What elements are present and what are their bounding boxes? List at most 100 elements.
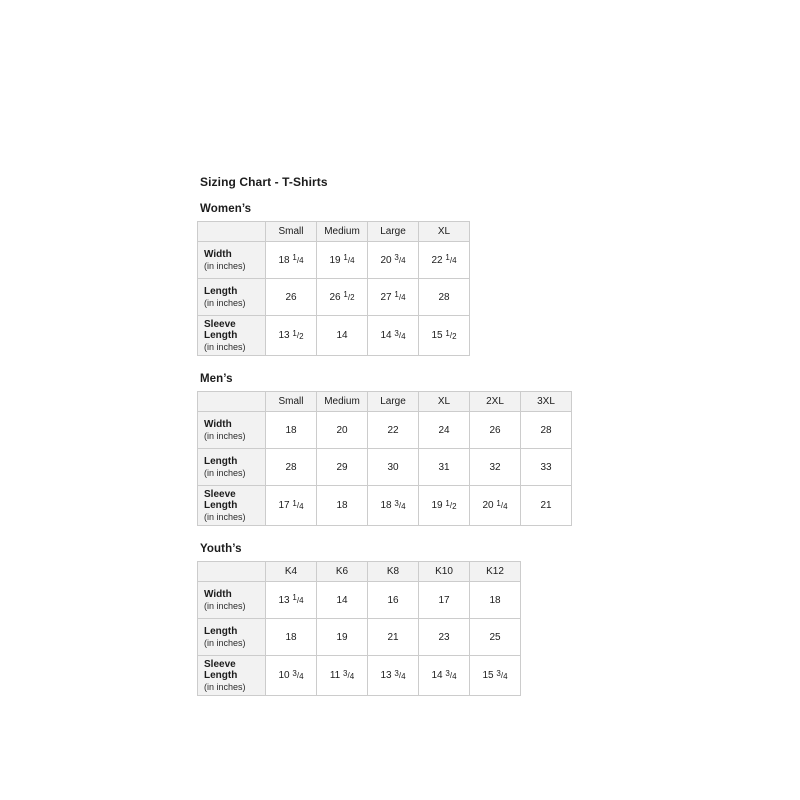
size-cell: 18 1/4 [265,241,317,279]
table-row: Length (in inches) 28 29 30 31 32 33 [197,448,572,486]
value-text: 21 [387,631,399,643]
value-text: 13 [278,594,290,606]
value-text: 15 [482,670,494,681]
size-cell: 13 1/2 [265,315,317,356]
size-cell: 25 [469,618,521,656]
column-header: Medium [316,221,368,242]
table-row: Width (in inches) 13 1/4 14 16 17 18 [197,581,521,619]
column-header: 3XL [520,391,572,412]
row-label: Length [204,626,238,637]
header-row: K4 K6 K8 K10 K12 [197,561,521,582]
value-text: 26 [329,291,341,303]
fraction: 1/2 [292,328,304,341]
fraction: 3/4 [292,668,304,681]
column-header: XL [418,391,470,412]
size-cell: 28 [418,278,470,316]
row-header: Length (in inches) [197,618,266,656]
value-text: 18 [489,594,501,606]
size-table-head: Small Medium Large XL 2XL 3XL [197,391,572,412]
size-cell: 32 [469,448,521,486]
value-text: 20 [336,424,348,436]
table-row: Sleeve Length (in inches) 17 1/4 18 18 3/4 19… [197,485,572,526]
value-text: 16 [387,594,399,606]
column-header: XL [418,221,470,242]
value-text: 13 [380,670,392,681]
fraction: 1/2 [445,498,457,511]
value-text: 21 [540,500,552,511]
size-cell: 18 [469,581,521,619]
page-title: Sizing Chart - T-Shirts [200,175,328,189]
size-cell: 18 [316,485,368,526]
size-cell: 13 1/4 [265,581,317,619]
section-heading: Men’s [200,373,233,385]
table-corner-cell [197,561,266,582]
table-row: Width (in inches) 18 1/4 19 1/4 20 3/4 22 1/4 [197,241,470,279]
value-text: 15 [431,330,443,341]
fraction: 1/4 [394,290,406,302]
header-row: Small Medium Large XL 2XL 3XL [197,391,572,412]
column-header: K12 [469,561,521,582]
value-text: 19 [336,631,348,643]
row-header: Width (in inches) [197,581,266,619]
fraction: 1/4 [343,253,355,265]
size-cell: 20 [316,411,368,449]
fraction: 3/4 [343,668,355,681]
size-cell: 21 [520,485,572,526]
value-text: 23 [438,631,450,643]
value-text: 22 [387,424,399,436]
row-label: Width [204,249,232,260]
size-cell: 26 1/2 [316,278,368,316]
size-cell: 14 [316,315,368,356]
size-cell: 20 3/4 [367,241,419,279]
size-cell: 14 [316,581,368,619]
value-text: 22 [431,254,443,266]
size-table: Small Medium Large XL Width (in inches) 18 1/4… [197,221,470,356]
value-text: 30 [387,461,399,473]
row-label: Length [204,286,238,297]
size-cell: 33 [520,448,572,486]
fraction: 3/4 [394,668,406,681]
value-text: 17 [278,500,290,511]
size-cell: 17 1/4 [265,485,317,526]
value-text: 19 [329,254,341,266]
value-text: 31 [438,461,450,473]
value-text: 24 [438,424,450,436]
column-header: K6 [316,561,368,582]
row-unit: (in inches) [204,431,246,441]
row-unit: (in inches) [204,682,246,692]
value-text: 33 [540,461,552,473]
value-text: 20 [482,500,494,511]
size-cell: 15 3/4 [469,655,521,696]
row-header: Width (in inches) [197,241,266,279]
value-text: 26 [285,291,297,303]
value-text: 25 [489,631,501,643]
size-cell: 10 3/4 [265,655,317,696]
fraction: 3/4 [394,253,406,265]
table-row: Length (in inches) 18 19 21 23 25 [197,618,521,656]
size-table-body: Width (in inches) 18 1/4 19 1/4 20 3/4 22 1/4… [197,241,470,356]
size-cell: 24 [418,411,470,449]
value-text: 11 [329,670,341,681]
size-cell: 14 3/4 [367,315,419,356]
row-header: Sleeve Length (in inches) [197,655,266,696]
column-header: Large [367,221,419,242]
size-cell: 18 3/4 [367,485,419,526]
header-row: Small Medium Large XL [197,221,470,242]
section-heading: Women’s [200,203,252,215]
size-cell: 21 [367,618,419,656]
value-text: 28 [438,291,450,303]
row-unit: (in inches) [204,638,246,648]
size-cell: 26 [469,411,521,449]
size-cell: 28 [265,448,317,486]
value-text: 18 [285,424,297,436]
section-heading: Youth’s [200,543,242,555]
fraction: 1/4 [445,253,457,265]
value-text: 26 [489,424,501,436]
column-header: Small [265,221,317,242]
column-header: K4 [265,561,317,582]
size-cell: 19 1/4 [316,241,368,279]
size-table-body: Width (in inches) 13 1/4 14 16 17 18 Length (in … [197,581,521,696]
row-label: Width [204,419,232,430]
fraction: 1/4 [292,593,304,605]
